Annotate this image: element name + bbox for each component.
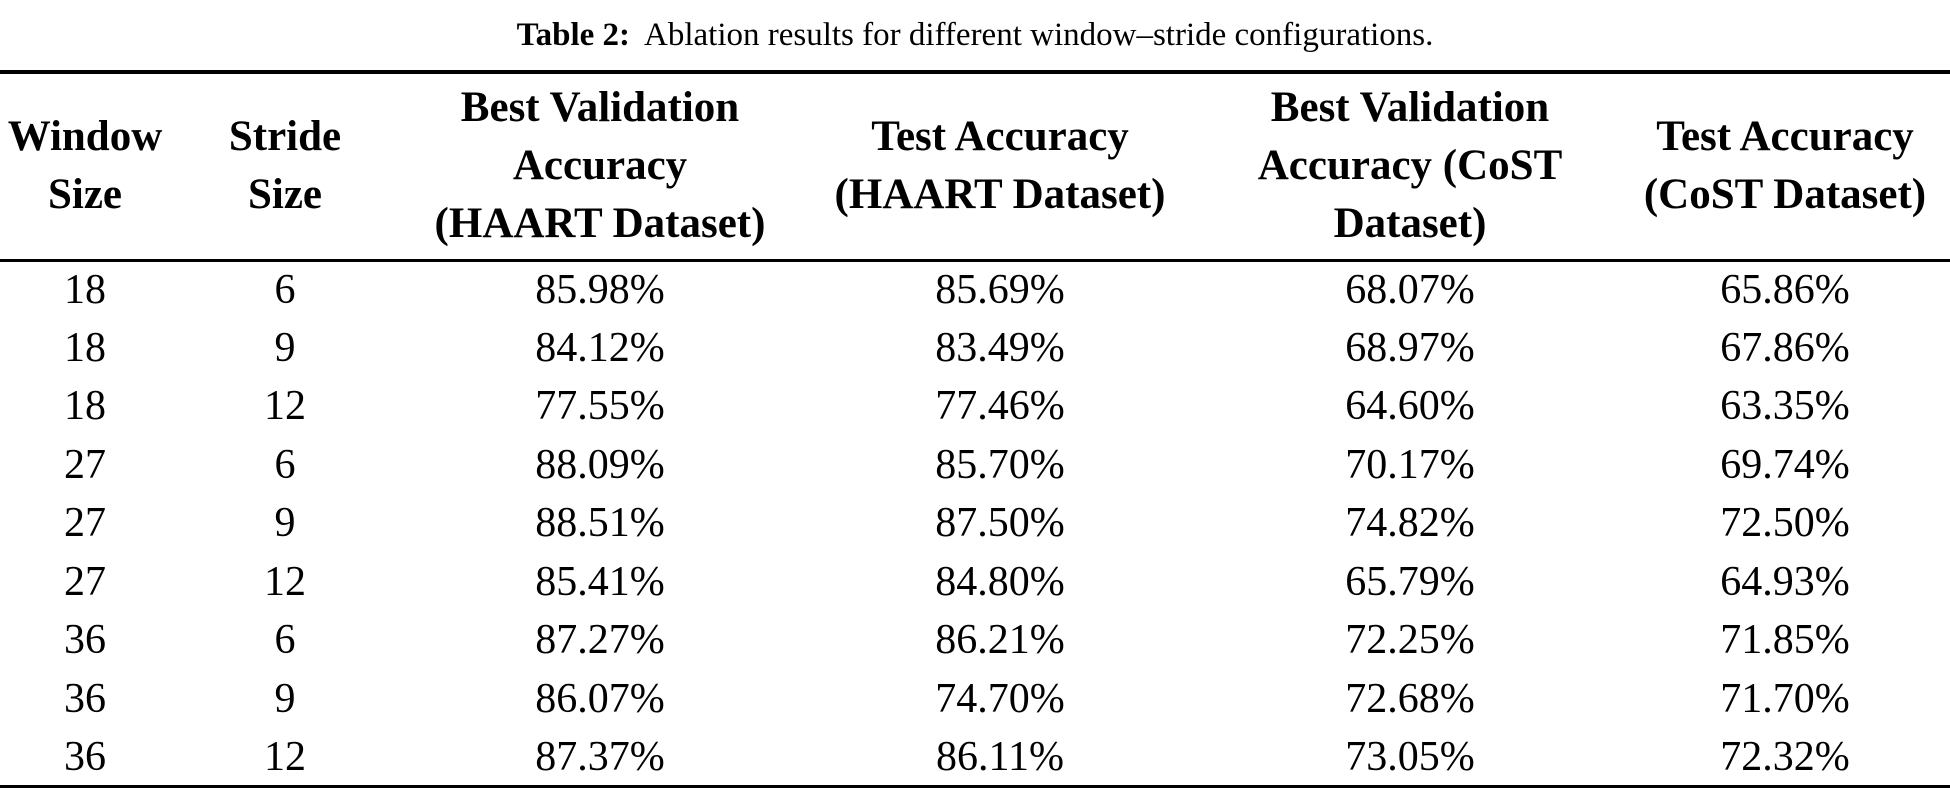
table-cell-test-haart: 84.80%	[935, 558, 1065, 605]
table-cell-best-val-cost: 73.05%	[1345, 733, 1475, 780]
table-cell-stride-size: 12	[264, 558, 306, 605]
table-cell-test-cost: 72.50%	[1720, 500, 1850, 547]
table-cell-best-val-haart: 85.41%	[535, 558, 665, 605]
table-cell-best-val-cost: 65.79%	[1345, 558, 1475, 605]
table-cell-best-val-haart: 87.27%	[535, 617, 665, 664]
table-row: 36 6 87.27% 86.21% 72.25% 71.85%	[0, 611, 1950, 670]
table-cell-stride-size: 9	[274, 500, 296, 547]
table-cell-test-cost: 69.74%	[1720, 441, 1850, 488]
table-cell-test-haart: 74.70%	[935, 675, 1065, 722]
table-cell-best-val-cost: 68.97%	[1345, 324, 1475, 371]
table-row: 27 9 88.51% 87.50% 74.82% 72.50%	[0, 494, 1950, 553]
column-header-stride-size: Stride Size	[228, 113, 342, 219]
column-header-best-val-haart: Best Validation Accuracy (HAART Dataset)	[434, 84, 766, 248]
column-header-window-size: Window Size	[7, 113, 163, 219]
table-cell-test-haart: 86.21%	[935, 617, 1065, 664]
table-cell-stride-size: 12	[264, 733, 306, 780]
table-cell-stride-size: 6	[274, 617, 296, 664]
table-row: 18 12 77.55% 77.46% 64.60% 63.35%	[0, 377, 1950, 436]
table-cell-window-size: 36	[64, 675, 106, 722]
table-cell-test-cost: 72.32%	[1720, 733, 1850, 780]
table-cell-best-val-cost: 72.68%	[1345, 675, 1475, 722]
table-cell-test-cost: 71.70%	[1720, 675, 1850, 722]
table-row: 36 12 87.37% 86.11% 73.05% 72.32%	[0, 728, 1950, 787]
column-header-test-haart: Test Accuracy (HAART Dataset)	[834, 113, 1166, 219]
table-cell-window-size: 18	[64, 383, 106, 430]
table-cell-stride-size: 9	[274, 675, 296, 722]
table-cell-window-size: 27	[64, 441, 106, 488]
table-cell-best-val-haart: 77.55%	[535, 383, 665, 430]
table-row: 18 6 85.98% 85.69% 68.07% 65.86%	[0, 260, 1950, 319]
table-cell-window-size: 36	[64, 733, 106, 780]
table-cell-best-val-haart: 88.09%	[535, 441, 665, 488]
table-cell-best-val-cost: 72.25%	[1345, 617, 1475, 664]
table-row: 36 9 86.07% 74.70% 72.68% 71.70%	[0, 670, 1950, 729]
table-row: 27 12 85.41% 84.80% 65.79% 64.93%	[0, 553, 1950, 612]
table-cell-test-haart: 87.50%	[935, 500, 1065, 547]
table-cell-best-val-cost: 64.60%	[1345, 383, 1475, 430]
table-body: 18 6 85.98% 85.69% 68.07% 65.86% 18 9 84.12% 83.4…	[0, 260, 1950, 787]
table-cell-test-cost: 64.93%	[1720, 558, 1850, 605]
table-cell-test-haart: 86.11%	[936, 733, 1064, 780]
table-cell-best-val-haart: 87.37%	[535, 733, 665, 780]
table-caption-text: Ablation results for different window–st…	[644, 16, 1434, 53]
table-row: 18 9 84.12% 83.49% 68.97% 67.86%	[0, 319, 1950, 378]
table-header: Window Size Stride Size Best Validation Ac…	[0, 72, 1950, 260]
table-cell-window-size: 18	[64, 324, 106, 371]
table-cell-test-haart: 85.70%	[935, 441, 1065, 488]
table-cell-window-size: 27	[64, 500, 106, 547]
table-cell-best-val-cost: 68.07%	[1345, 267, 1475, 313]
table-cell-best-val-haart: 86.07%	[535, 675, 665, 722]
table-cell-test-cost: 67.86%	[1720, 324, 1850, 371]
table-row: 27 6 88.09% 85.70% 70.17% 69.74%	[0, 436, 1950, 495]
table-cell-test-cost: 63.35%	[1720, 383, 1850, 430]
table-cell-stride-size: 6	[274, 441, 296, 488]
table-cell-stride-size: 12	[264, 383, 306, 430]
table-cell-best-val-haart: 84.12%	[535, 324, 665, 371]
table-cell-test-haart: 83.49%	[935, 324, 1065, 371]
column-header-test-cost: Test Accuracy (CoST Dataset)	[1643, 113, 1927, 219]
table-cell-window-size: 18	[64, 267, 106, 313]
ablation-table: Window Size Stride Size Best Validation Ac…	[0, 70, 1950, 788]
table-caption: Table 2: Ablation results for different …	[0, 0, 1950, 70]
table-cell-window-size: 36	[64, 617, 106, 664]
table-header-row: Window Size Stride Size Best Validation Ac…	[0, 72, 1950, 260]
table-cell-stride-size: 6	[274, 267, 296, 313]
table-cell-best-val-cost: 70.17%	[1345, 441, 1475, 488]
table-caption-label: Table 2:	[516, 16, 630, 53]
table-cell-test-cost: 71.85%	[1720, 617, 1850, 664]
table-cell-stride-size: 9	[274, 324, 296, 371]
column-header-best-val-cost: Best Validation Accuracy (CoST Dataset)	[1257, 84, 1563, 248]
table-cell-best-val-haart: 88.51%	[535, 500, 665, 547]
table-cell-test-haart: 85.69%	[935, 267, 1065, 313]
table-cell-test-cost: 65.86%	[1720, 267, 1850, 313]
table-cell-best-val-haart: 85.98%	[535, 267, 665, 313]
table-cell-window-size: 27	[64, 558, 106, 605]
table-cell-best-val-cost: 74.82%	[1345, 500, 1475, 547]
table-cell-test-haart: 77.46%	[935, 383, 1065, 430]
